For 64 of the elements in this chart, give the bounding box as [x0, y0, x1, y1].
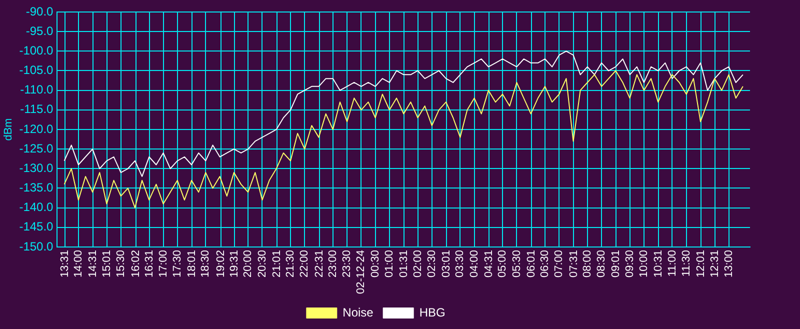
y-tick-label: -110.0 [20, 82, 54, 97]
y-tick-label: -145.0 [19, 220, 54, 234]
x-tick-label: 16:02 [130, 250, 142, 278]
x-tick-label: 19:31 [228, 250, 240, 278]
x-tick-label: 17:00 [157, 250, 170, 278]
x-tick-label: 09:01 [610, 250, 622, 278]
x-tick-label: 16:31 [144, 250, 156, 278]
x-tick-label: 18:30 [200, 250, 212, 278]
x-tick-label: 10:31 [652, 250, 665, 278]
x-tick-label: 07:31 [568, 250, 580, 278]
x-tick-label: 10:00 [638, 250, 650, 278]
x-tick-label: 13:31 [58, 250, 71, 278]
x-tick-label: 22:00 [298, 250, 311, 278]
x-tick-label: 02:30 [426, 250, 438, 278]
x-tick-label: 23:30 [341, 250, 354, 278]
x-tick-label: 15:30 [114, 250, 127, 278]
x-tick-label: 01:00 [384, 250, 396, 278]
x-tick-label: 23:00 [326, 250, 339, 278]
x-tick-label: 05:00 [496, 250, 509, 278]
x-tick-label: 19:02 [214, 250, 227, 278]
x-tick-label: 03:01 [440, 250, 453, 278]
y-tick-label: -95.0 [26, 24, 54, 38]
x-tick-label: 17:30 [171, 250, 184, 278]
y-tick-label: -100.0 [19, 43, 54, 58]
y-axis-title: dBm [2, 118, 15, 141]
x-tick-label: 02-12-24 [355, 250, 368, 294]
x-tick-label: 04:00 [468, 250, 480, 278]
x-tick-label: 22:31 [313, 250, 326, 278]
y-tick-label: -90.0 [26, 4, 54, 18]
x-tick-label: 12:31 [709, 250, 722, 278]
y-tick-label: -130.0 [19, 160, 54, 175]
x-tick-label: 13:00 [722, 250, 735, 278]
y-tick-label: -140.0 [19, 200, 54, 214]
x-tick-label: 20:00 [242, 250, 254, 278]
x-tick-label: 20:30 [256, 250, 268, 278]
x-tick-label: 14:00 [72, 250, 84, 278]
x-tick-label: 15:01 [101, 250, 114, 278]
y-tick-label: -105.0 [19, 63, 54, 78]
y-tick-label: -125.0 [19, 141, 54, 156]
x-tick-label: 00:30 [369, 250, 382, 278]
x-tick-label: 11:30 [680, 250, 692, 277]
y-tick-label: -150.0 [19, 239, 54, 254]
x-tick-label: 03:30 [454, 250, 466, 278]
x-tick-label: 09:30 [624, 250, 636, 278]
x-tick-label: 06:30 [539, 250, 552, 278]
x-tick-label: 11:00 [666, 250, 678, 277]
x-tick-label: 12:01 [695, 250, 708, 278]
x-tick-label: 07:00 [553, 250, 566, 278]
x-tick-label: 08:00 [581, 250, 594, 278]
x-tick-label: 01:31 [398, 250, 410, 278]
y-tick-label: -135.0 [19, 180, 54, 195]
y-tick-label: -120.0 [19, 122, 54, 136]
x-tick-label: 21:30 [284, 250, 297, 278]
x-tick-label: 21:01 [270, 250, 283, 278]
x-tick-label: 06:01 [525, 250, 538, 278]
x-tick-label: 04:31 [482, 250, 495, 278]
x-tick-label: 18:01 [186, 250, 198, 278]
x-tick-label: 02:00 [412, 250, 424, 278]
y-tick-label: -115.0 [20, 102, 54, 116]
legend-label: Noise [342, 305, 374, 320]
legend-label: HBG [419, 305, 446, 320]
x-tick-label: 14:31 [87, 250, 100, 278]
x-tick-label: 05:30 [510, 250, 523, 278]
x-tick-label: 08:30 [596, 250, 608, 278]
